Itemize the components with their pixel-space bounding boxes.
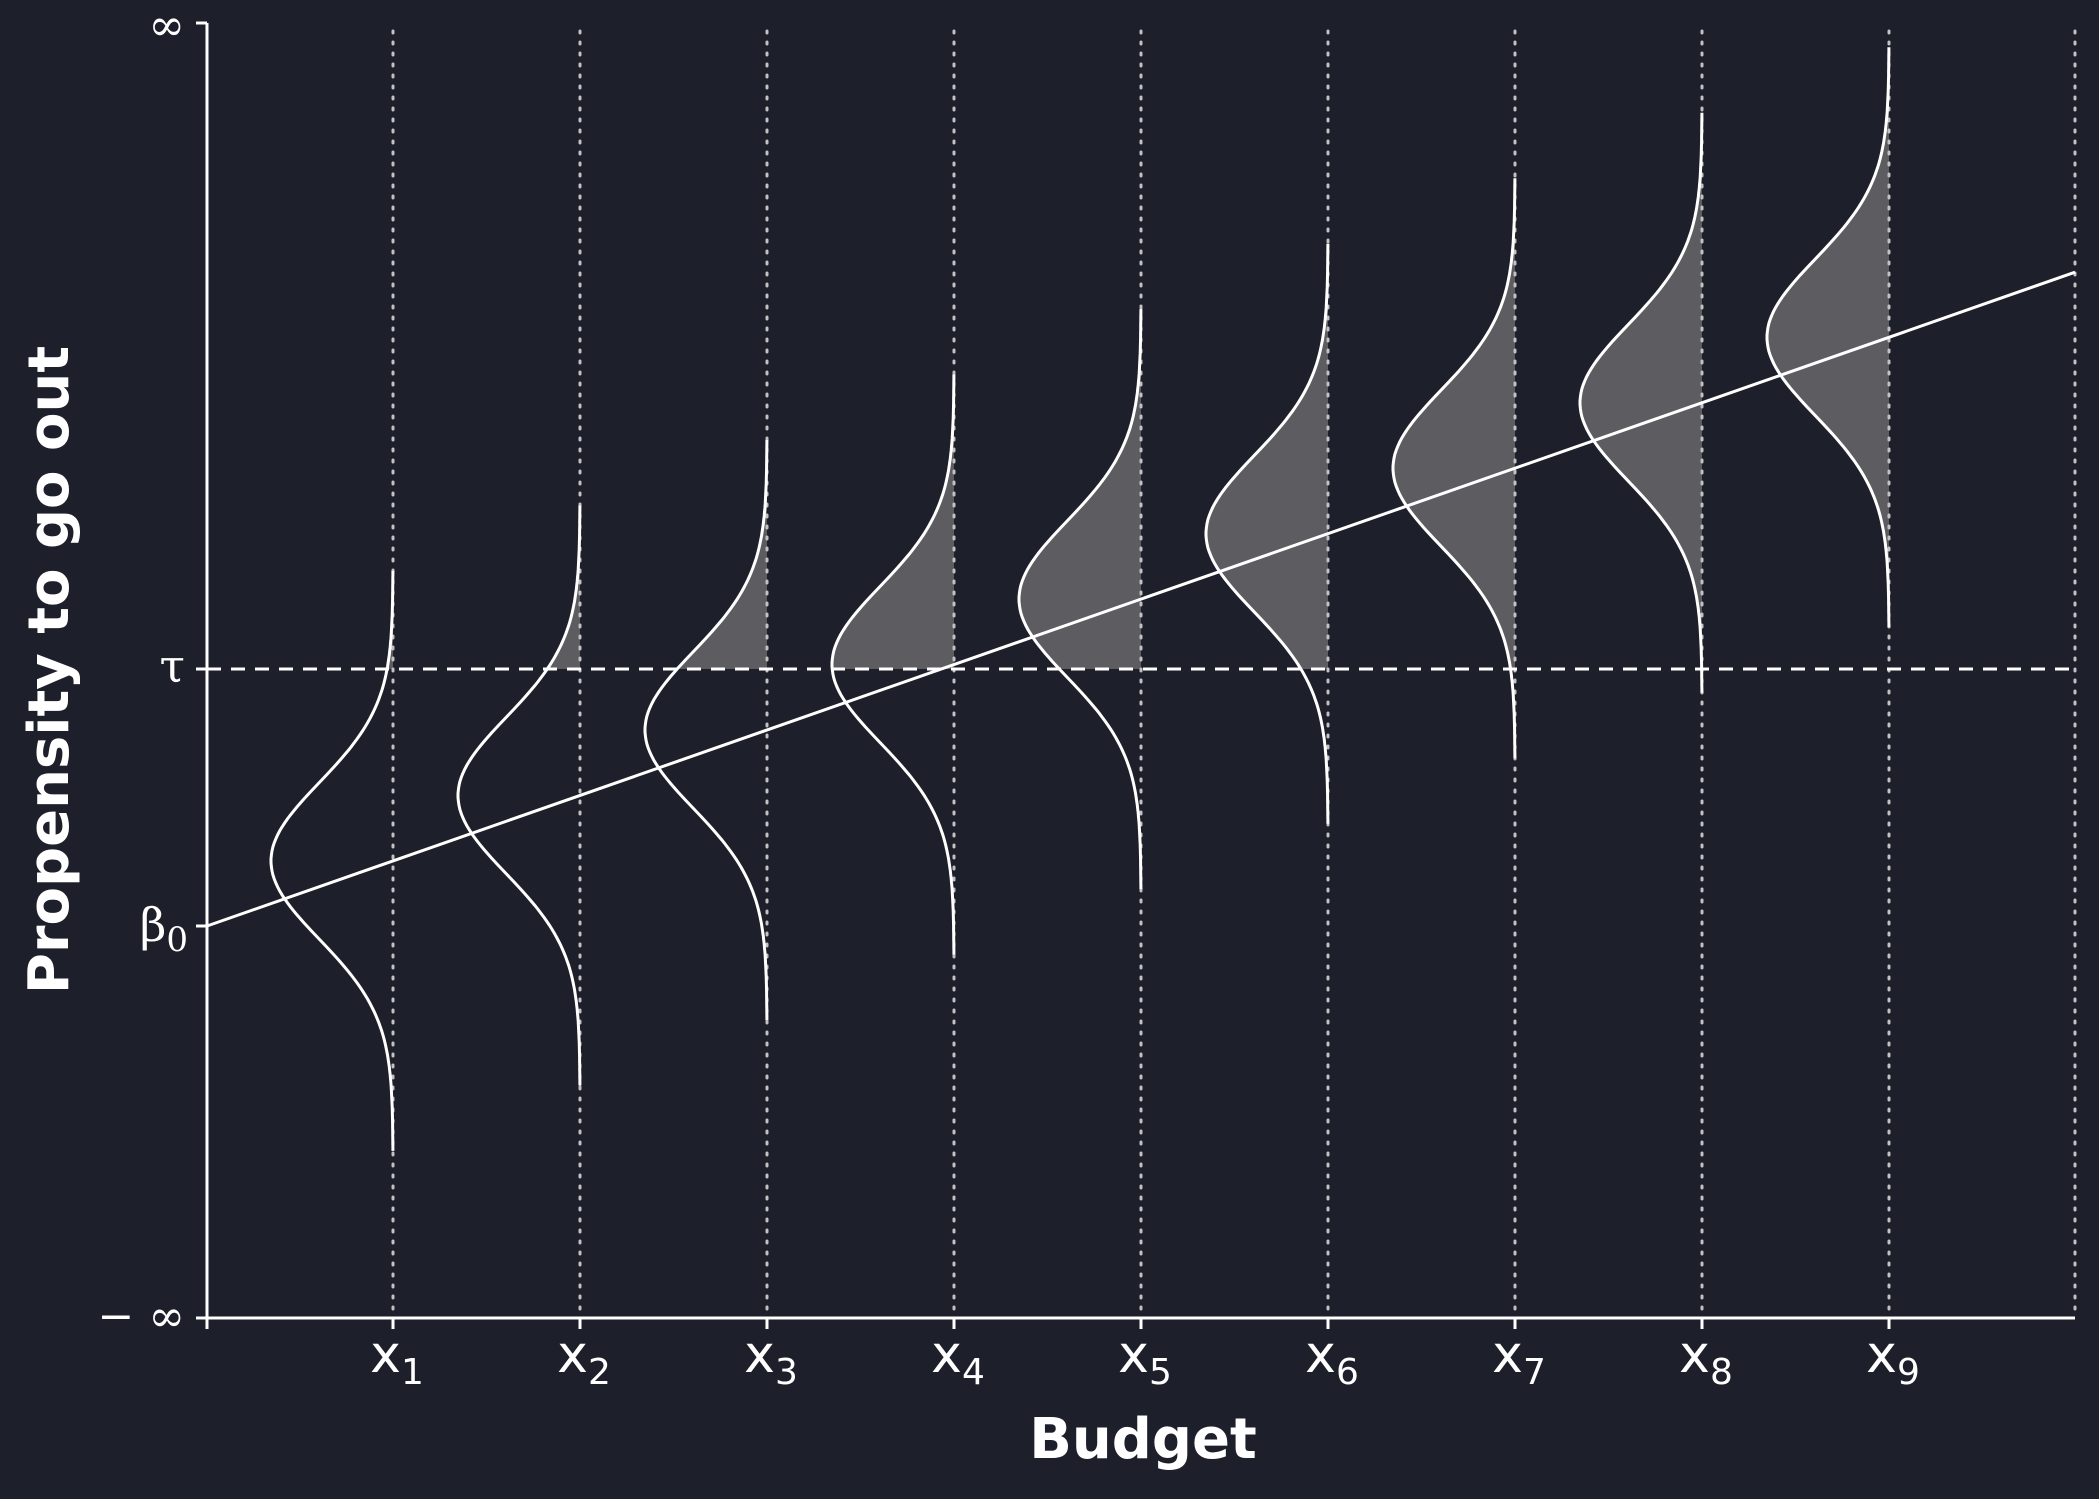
- x-tick-subscript: 7: [1523, 1352, 1546, 1393]
- x-tick-subscript: 4: [962, 1352, 985, 1393]
- x-tick-subscript: 2: [588, 1352, 611, 1393]
- normal-curve-3: [643, 440, 769, 1020]
- x-tick-subscript: 8: [1710, 1352, 1733, 1393]
- normal-curve-6: [1204, 243, 1330, 824]
- x-tick-label-9: x9: [1866, 1325, 1920, 1393]
- normal-curve-9: [1765, 47, 1891, 628]
- normal-curve-4: [830, 374, 956, 955]
- intercept-symbol: β: [140, 898, 167, 952]
- x-tick-subscript: 3: [775, 1352, 798, 1393]
- x-tick-base: x: [1492, 1325, 1523, 1385]
- shaded-tail-8: [1580, 112, 1702, 670]
- x-tick-base: x: [931, 1325, 962, 1385]
- y-tick-infinity: ∞: [148, 0, 185, 51]
- y-tick-neg-infinity: − ∞: [97, 1291, 185, 1342]
- x-tick-label-8: x8: [1679, 1325, 1733, 1393]
- x-tick-subscript: 6: [1336, 1352, 1359, 1393]
- y-axis-title: Propensity to go out: [17, 346, 82, 994]
- normal-curve-2: [456, 505, 582, 1086]
- intercept-subscript: 0: [166, 920, 188, 960]
- regression-line: [206, 270, 2076, 928]
- shaded-tail-2: [547, 505, 580, 669]
- x-tick-base: x: [557, 1325, 588, 1385]
- x-tick-base: x: [1118, 1325, 1149, 1385]
- x-tick-labels: x1 x2 x3 x4 x5 x6 x7 x8 x9: [370, 1325, 1920, 1393]
- x-tick-base: x: [1305, 1325, 1336, 1385]
- x-tick-label-6: x6: [1305, 1325, 1359, 1393]
- x-tick-label-4: x4: [931, 1325, 985, 1393]
- x-tick-base: x: [1866, 1325, 1897, 1385]
- y-tick-threshold: τ: [160, 639, 185, 693]
- shaded-tail-6: [1206, 243, 1328, 669]
- x-tick-subscript: 5: [1149, 1352, 1172, 1393]
- normal-curve-5: [1017, 309, 1143, 890]
- x-tick-label-5: x5: [1118, 1325, 1172, 1393]
- x-tick-base: x: [744, 1325, 775, 1385]
- axes: [196, 21, 2075, 1329]
- normal-curve-1: [269, 570, 395, 1151]
- x-tick-base: x: [1679, 1325, 1710, 1385]
- shaded-tail-4: [832, 374, 954, 669]
- regression-line-group: [206, 270, 2076, 928]
- x-tick-label-2: x2: [557, 1325, 611, 1393]
- normal-curve-8: [1578, 112, 1704, 693]
- y-tick-intercept: β0: [140, 898, 188, 960]
- x-axis-title: Budget: [1029, 1407, 1256, 1472]
- x-tick-subscript: 9: [1897, 1352, 1920, 1393]
- shaded-tail-7: [1393, 178, 1515, 669]
- x-tick-subscript: 1: [401, 1352, 424, 1393]
- x-tick-label-1: x1: [370, 1325, 424, 1393]
- normal-curve-7: [1391, 178, 1517, 759]
- x-tick-label-7: x7: [1492, 1325, 1546, 1393]
- distribution-curves: [269, 47, 1891, 1151]
- x-tick-label-3: x3: [744, 1325, 798, 1393]
- shaded-tail-3: [677, 440, 767, 669]
- shaded-tail-5: [1019, 309, 1141, 669]
- x-tick-base: x: [370, 1325, 401, 1385]
